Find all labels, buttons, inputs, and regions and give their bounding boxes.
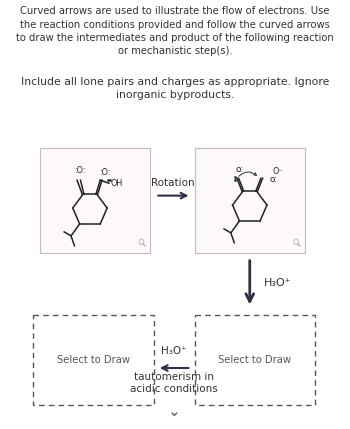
Text: tautomerism in
acidic conditions: tautomerism in acidic conditions (130, 372, 218, 394)
FancyBboxPatch shape (195, 315, 315, 405)
Text: o:: o: (270, 175, 278, 184)
FancyBboxPatch shape (33, 315, 154, 405)
Text: OH: OH (111, 179, 123, 188)
Text: H₃O⁺: H₃O⁺ (161, 346, 187, 356)
FancyArrowPatch shape (239, 172, 257, 176)
Text: Curved arrows are used to illustrate the flow of electrons. Use
the reaction con: Curved arrows are used to illustrate the… (16, 6, 334, 56)
FancyBboxPatch shape (40, 148, 150, 253)
Text: H₃O⁺: H₃O⁺ (264, 278, 291, 287)
Text: ⌄: ⌄ (168, 404, 181, 419)
Text: Rotation: Rotation (150, 178, 194, 187)
Text: o:: o: (235, 165, 244, 174)
Text: Include all lone pairs and charges as appropriate. Ignore
inorganic byproducts.: Include all lone pairs and charges as ap… (21, 77, 329, 100)
Text: :O:: :O: (74, 166, 85, 175)
Text: :O:: :O: (99, 168, 110, 177)
FancyBboxPatch shape (195, 148, 305, 253)
Text: Select to Draw: Select to Draw (57, 355, 130, 365)
Text: O⁻: O⁻ (273, 167, 284, 176)
Text: Select to Draw: Select to Draw (218, 355, 292, 365)
